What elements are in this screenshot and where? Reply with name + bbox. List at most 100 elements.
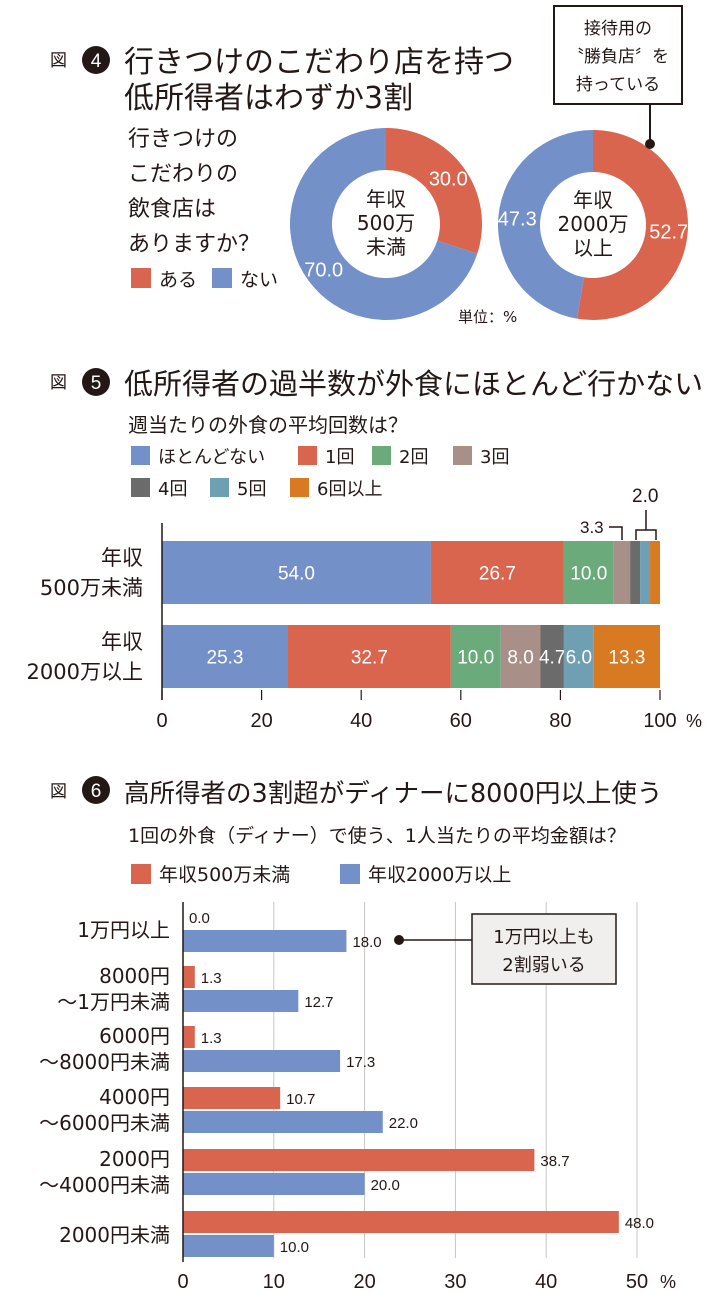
- callout-line: 〝勝負店〞を: [567, 47, 669, 67]
- fig5-label: 図: [50, 373, 67, 393]
- stacked-bar-segment: [630, 541, 641, 604]
- category-label: 2000円未満: [59, 1223, 170, 1247]
- legend-swatch: [131, 864, 151, 884]
- legend-swatch: [290, 478, 309, 497]
- donut-slice: [498, 130, 593, 319]
- bar-value-label: 25.3: [207, 648, 244, 669]
- fig4-number: 4: [91, 51, 102, 72]
- x-tick-label: 10: [263, 1271, 285, 1293]
- legend-label: 3回: [480, 447, 509, 468]
- bar-value-label: 4.7: [539, 648, 565, 669]
- stacked-bar-segment: [563, 625, 594, 688]
- bar-value-label: 6.0: [566, 648, 592, 669]
- category-label: 2000円: [99, 1147, 170, 1171]
- category-label: 年収: [101, 630, 143, 654]
- fig6-number: 6: [91, 781, 102, 802]
- donut-value-label: 47.3: [498, 209, 537, 231]
- fig4-question-line: ありますか？: [128, 232, 260, 257]
- stacked-bar-segment: [287, 625, 451, 688]
- x-unit-label: %: [686, 711, 702, 731]
- annotation-2-0: 2.0: [632, 486, 658, 507]
- bar-value-label: 10.0: [570, 564, 607, 585]
- x-tick-label: 60: [450, 710, 472, 732]
- bar-value-label: 22.0: [389, 1115, 418, 1132]
- x-tick-label: 30: [444, 1271, 466, 1293]
- bar-value-label: 26.7: [479, 564, 516, 585]
- donut-center-label: 500万: [357, 211, 415, 235]
- x-tick-label: 20: [353, 1271, 375, 1293]
- legend-swatch: [131, 478, 150, 497]
- bar: [183, 1235, 274, 1257]
- stacked-bar-segment: [162, 625, 288, 688]
- fig4-question: 行きつけの こだわりの 飲食店は ありますか？: [128, 127, 260, 257]
- bar: [183, 1173, 365, 1195]
- legend-swatch: [453, 446, 472, 465]
- bar-value-label: 10.0: [457, 648, 494, 669]
- callout-line: 持っている: [576, 75, 660, 95]
- fig5-title: 低所得者の過半数が外食にほとんど行かない: [124, 367, 703, 401]
- x-tick-label: 20: [250, 710, 272, 732]
- bar-value-label: 20.0: [371, 1177, 400, 1194]
- fig4-label: 図: [50, 51, 67, 71]
- x-unit-label: %: [660, 1272, 676, 1292]
- bar: [183, 1211, 619, 1233]
- callout-line: 接待用の: [584, 19, 652, 39]
- legend-label: 6回以上: [317, 479, 382, 500]
- stacked-bar-segment: [563, 541, 614, 604]
- bar-value-label: 17.3: [346, 1054, 375, 1071]
- stacked-bar-segment: [640, 541, 651, 604]
- figure-6: 図 6 高所得者の3割超がディナーに8000円以上使う 1回の外食（ディナー）で…: [39, 776, 676, 1293]
- figure-5: 図 5 低所得者の過半数が外食にほとんど行かない 週当たりの外食の平均回数は？ …: [27, 367, 704, 732]
- fig6-legend: 年収500万未満 年収2000万以上: [131, 864, 511, 886]
- grouped-bar-chart: 0.0 18.0 1万円以上 1.3 12.7 8000円～1万円未満 1.3 17.3 600…: [39, 902, 676, 1293]
- callout-box: [553, 5, 683, 105]
- x-tick-label: 50: [626, 1271, 648, 1293]
- legend-label-aru: ある: [159, 269, 197, 291]
- donut-center-label: 年収: [573, 188, 613, 212]
- fig4-question-line: 飲食店は: [128, 197, 216, 222]
- legend-swatch: [298, 446, 317, 465]
- donut-center-label: 以上: [573, 236, 613, 260]
- donut-center-label: 年収: [366, 187, 406, 211]
- fig4-title-line2: 低所得者はわずか3割: [124, 81, 413, 116]
- x-tick-label: 0: [177, 1271, 188, 1293]
- legend-swatch-nai: [212, 268, 232, 288]
- bar-value-label: 38.7: [540, 1153, 569, 1170]
- bar-value-label: 1.3: [201, 1030, 222, 1047]
- donut-slice: [290, 128, 478, 320]
- fig4-number-badge: [82, 46, 110, 74]
- bar-value-label: 48.0: [625, 1215, 654, 1232]
- fig4-unit: 単位：%: [458, 308, 517, 326]
- x-tick-label: 100: [643, 710, 676, 732]
- bar-value-label: 10.0: [280, 1239, 309, 1256]
- legend-label: ほとんどない: [158, 447, 265, 468]
- bar: [183, 1026, 195, 1048]
- annotation-2-0-bracket: [635, 529, 657, 540]
- donut-value-label: 52.7: [649, 221, 688, 243]
- bar-value-label: 8.0: [507, 648, 533, 669]
- fig4-callout: 接待用の 〝勝負店〞を 持っている: [553, 5, 683, 149]
- fig6-label: 図: [50, 782, 67, 802]
- x-tick-label: 80: [549, 710, 571, 732]
- bar: [183, 990, 299, 1012]
- category-label: 1万円以上: [77, 918, 170, 942]
- legend-label: 2回: [399, 447, 428, 468]
- donut-value-label: 70.0: [304, 259, 343, 281]
- fig5-annotations: 3.3 2.0: [580, 486, 658, 540]
- x-tick-label: 40: [350, 710, 372, 732]
- bar-value-label: 10.7: [286, 1091, 315, 1108]
- fig5-legend: ほとんどない 1回 2回 3回 4回 5回 6回以上: [131, 446, 509, 500]
- category-label: 4000円: [99, 1085, 170, 1109]
- fig6-question: 1回の外食（ディナー）で使う、1人当たりの平均金額は？: [128, 825, 626, 847]
- bar-value-label: 13.3: [608, 648, 645, 669]
- category-label: ～6000円未満: [39, 1111, 170, 1135]
- stacked-bar-segment: [650, 541, 660, 604]
- legend-swatch: [131, 446, 150, 465]
- callout-box: [471, 913, 617, 985]
- fig6-callout: 1万円以上も 2割弱いる: [394, 913, 617, 985]
- bar-value-label: 18.0: [352, 934, 381, 951]
- stacked-bar-segment: [450, 625, 501, 688]
- donut-slice: [576, 130, 689, 321]
- legend-label: 1回: [325, 447, 354, 468]
- donut-chart-high-income: 52.7 47.3 年収2000万以上: [498, 130, 689, 321]
